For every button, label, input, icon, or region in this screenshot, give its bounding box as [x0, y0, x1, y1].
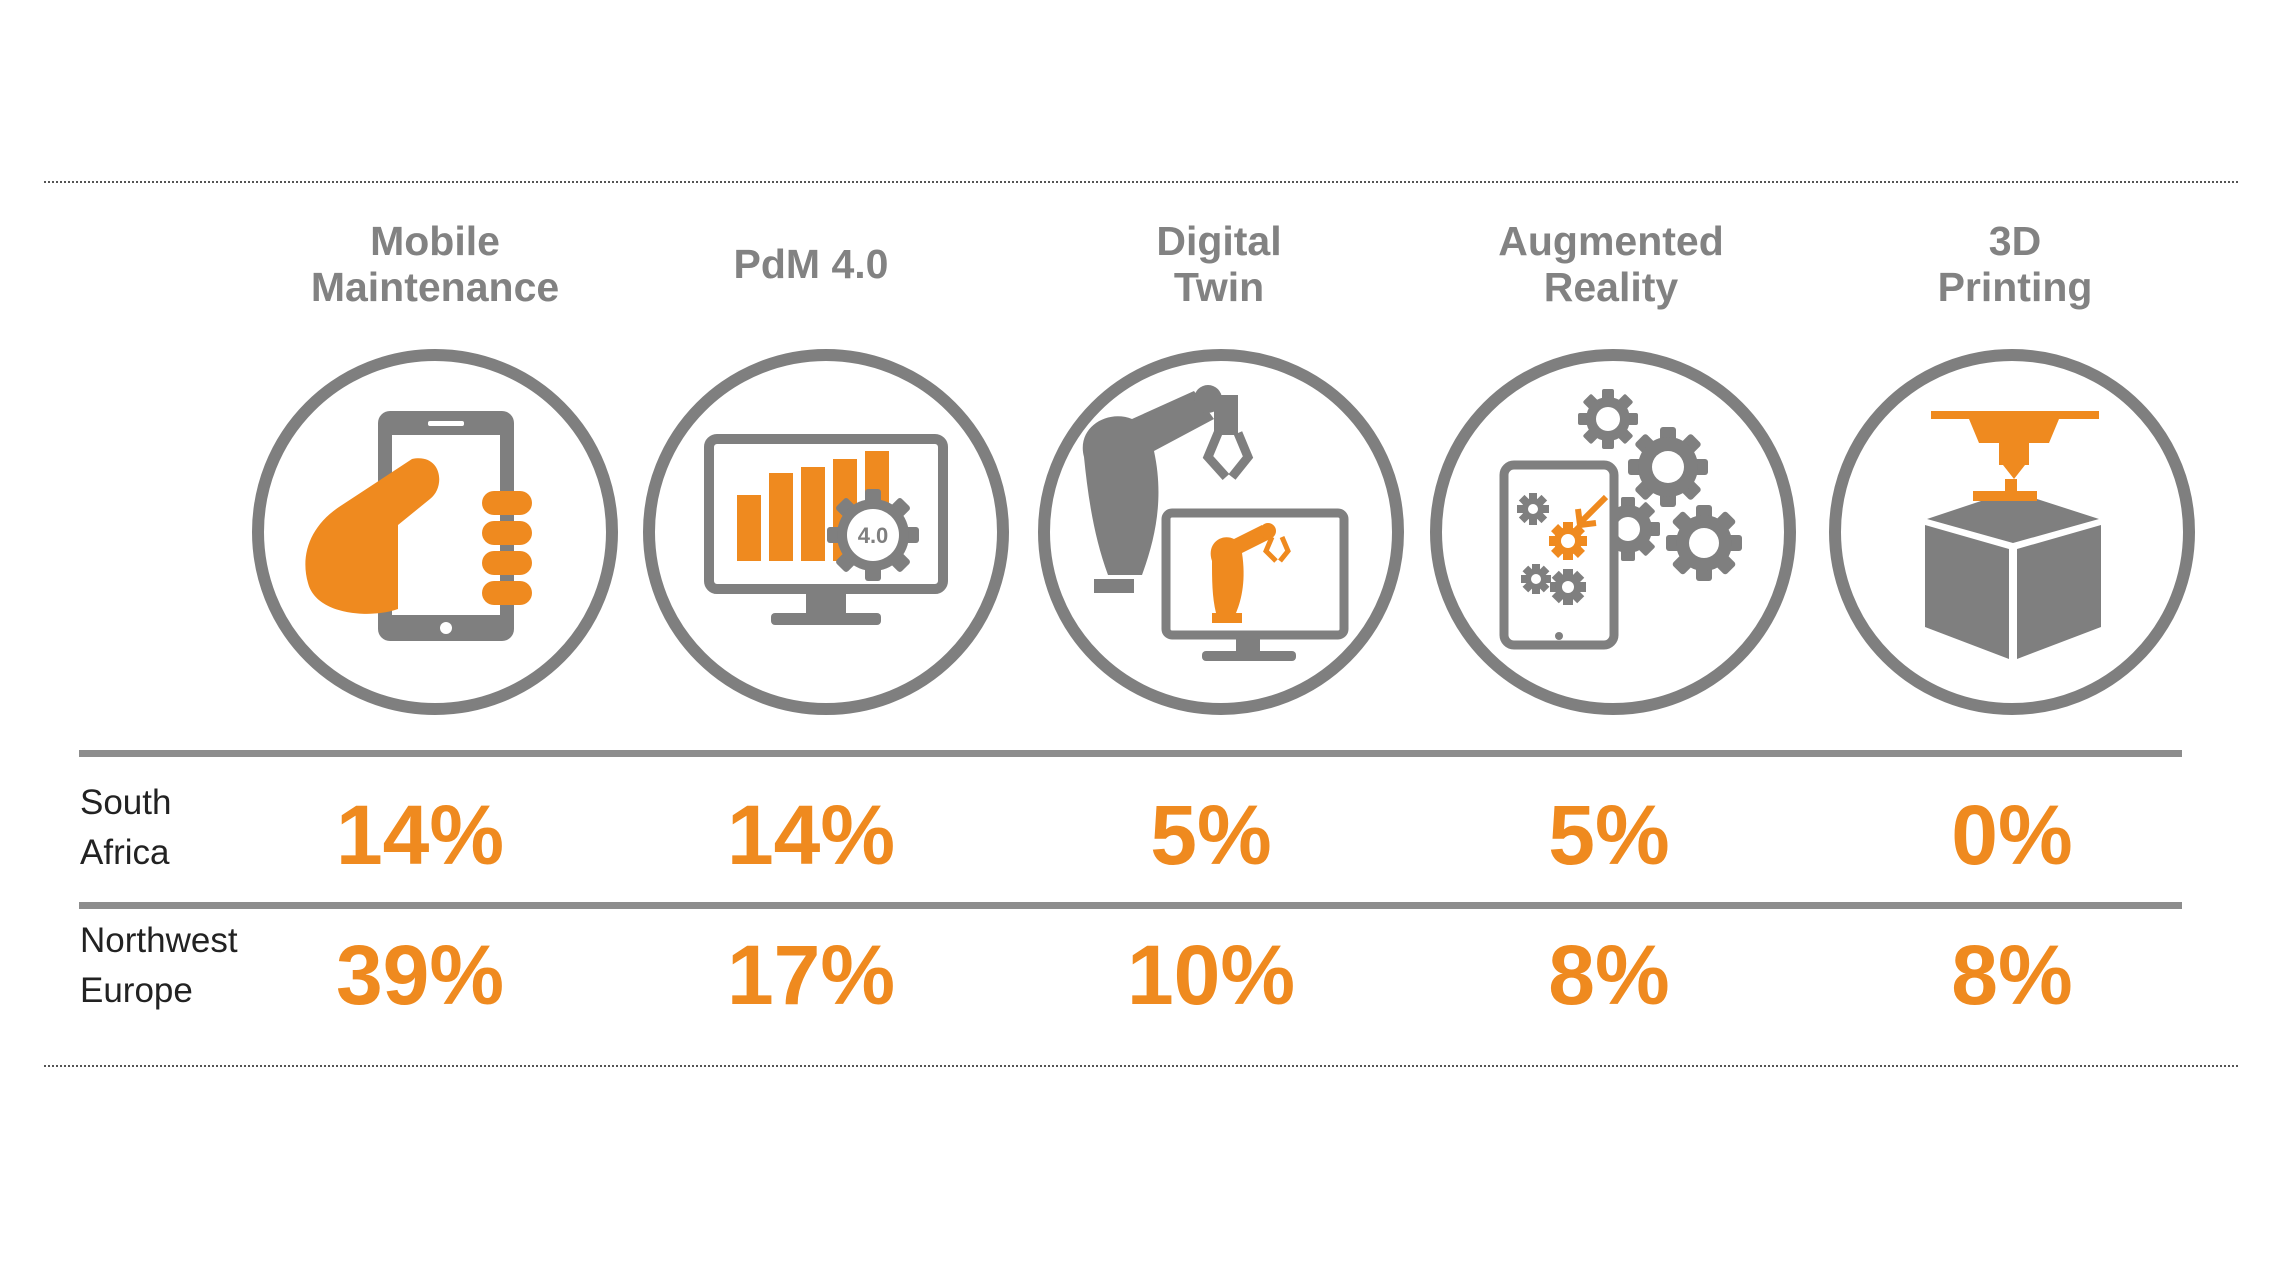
value-south-africa-3d-printing: 0%	[1951, 788, 2073, 882]
value-south-africa-digital-twin: 5%	[1150, 788, 1272, 882]
value-northwest-europe-mobile-maintenance: 39%	[335, 928, 505, 1022]
value-northwest-europe-augmented-reality: 8%	[1548, 928, 1670, 1022]
column-title-digital-twin: Digital Twin	[1156, 218, 1282, 310]
row-label-south-africa: South Africa	[80, 783, 172, 872]
value-south-africa-augmented-reality: 5%	[1548, 788, 1670, 882]
svg-text:4.0: 4.0	[858, 523, 889, 548]
value-northwest-europe-pdm: 17%	[726, 928, 896, 1022]
value-northwest-europe-3d-printing: 8%	[1951, 928, 2073, 1022]
value-south-africa-pdm: 14%	[726, 788, 896, 882]
column-title-3d-printing: 3D Printing	[1937, 218, 2093, 310]
bottom-dotted-divider	[44, 1065, 2238, 1067]
top-dotted-divider	[44, 181, 2238, 183]
value-northwest-europe-digital-twin: 10%	[1126, 928, 1296, 1022]
3d-printer-cube-icon	[1827, 347, 2197, 717]
table-rule-middle	[79, 902, 2182, 909]
table-rule-top	[79, 750, 2182, 757]
column-title-mobile-maintenance: Mobile Maintenance	[310, 218, 560, 310]
column-title-pdm: PdM 4.0	[733, 241, 889, 287]
mobile-phone-hand-icon	[250, 347, 620, 717]
value-south-africa-mobile-maintenance: 14%	[335, 788, 505, 882]
tablet-gears-icon	[1428, 347, 1798, 717]
column-title-augmented-reality: Augmented Reality	[1498, 218, 1724, 310]
monitor-bar-chart-gear-icon: 4.0	[641, 347, 1011, 717]
row-label-northwest-europe: Northwest Europe	[80, 921, 238, 1010]
robot-arm-monitor-icon	[1036, 347, 1406, 717]
